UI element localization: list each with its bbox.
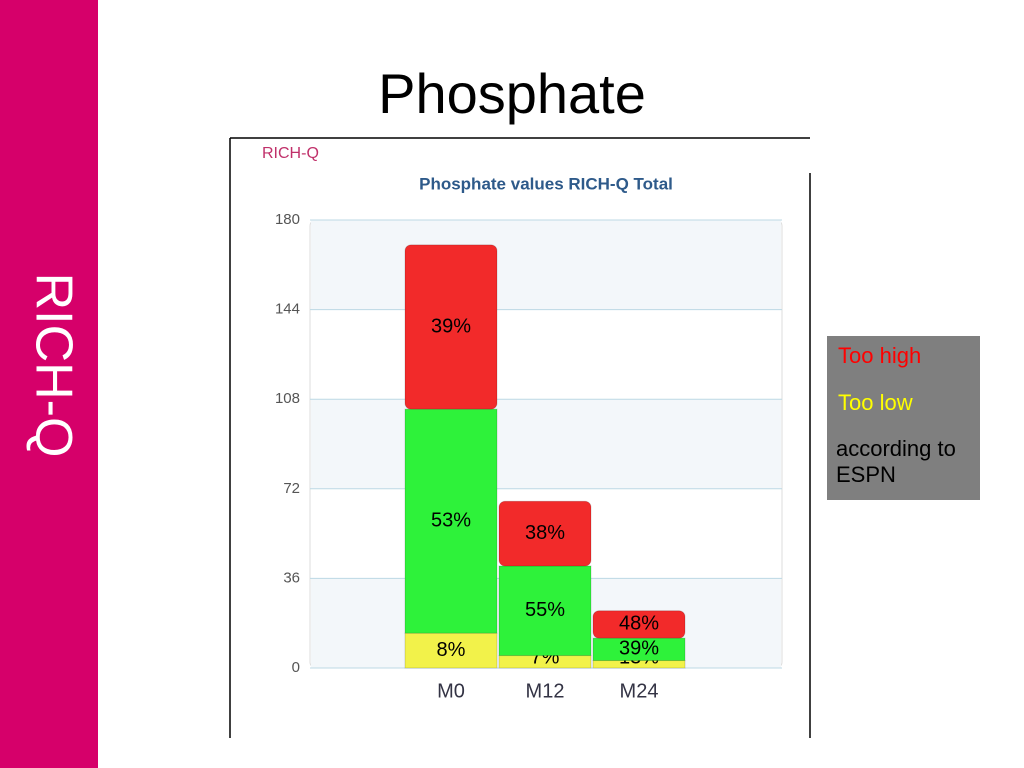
x-tick-label: M12: [526, 680, 565, 702]
x-tick-label: M24: [620, 680, 659, 702]
grid-band: [311, 220, 781, 310]
segment-label: 38%: [525, 522, 565, 544]
segment-label: 55%: [525, 599, 565, 621]
segment-label: 48%: [619, 613, 659, 635]
segment-label: 39%: [619, 638, 659, 660]
y-tick-label: 180: [275, 211, 300, 228]
legend-entry: Too low: [838, 390, 913, 415]
slide-title: Phosphate: [378, 62, 646, 125]
bar-segment: [404, 408, 498, 634]
grid-band: [311, 399, 781, 489]
bar-segment: [498, 565, 592, 657]
bar-segment: [404, 632, 498, 669]
y-tick-label: 108: [275, 390, 300, 407]
x-tick-label: M0: [437, 680, 465, 702]
legend-note-text: according to ESPN: [836, 436, 956, 487]
y-tick-label: 0: [292, 659, 300, 676]
segment-label: 8%: [437, 639, 466, 661]
chart-logo: RICH-Q: [262, 145, 319, 162]
chart-title: Phosphate values RICH-Q Total: [419, 174, 673, 193]
bar-segment: [592, 610, 686, 639]
sidebar: [0, 0, 98, 768]
legend-entry: Too high: [838, 343, 921, 368]
y-tick-label: 36: [283, 569, 300, 586]
y-tick-label: 72: [283, 480, 300, 497]
bar-segment: [592, 637, 686, 662]
sidebar-brand: RICH-Q: [24, 273, 82, 458]
legend-note: according to ESPN: [836, 436, 956, 487]
y-tick-label: 144: [275, 301, 300, 318]
segment-label: 39%: [431, 315, 471, 337]
bar-segment: [498, 500, 592, 567]
bar-segment: [404, 244, 498, 410]
legend-box: [827, 336, 980, 500]
segment-label: 53%: [431, 509, 471, 531]
